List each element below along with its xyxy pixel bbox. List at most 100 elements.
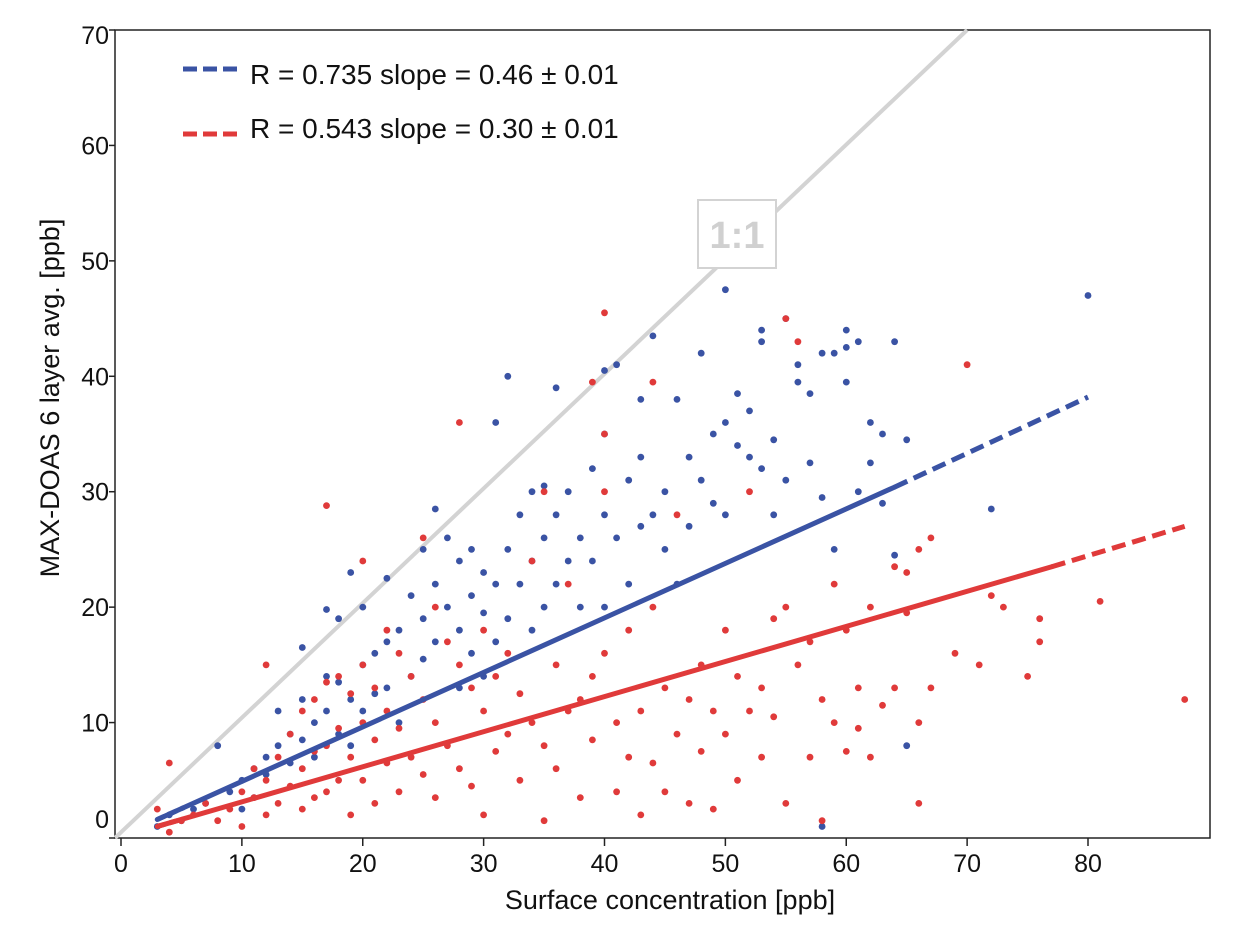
point-series-2: [480, 707, 487, 715]
point-series-1: [842, 378, 850, 386]
point-series-2: [504, 730, 512, 738]
point-series-1: [214, 742, 222, 750]
point-series-1: [298, 696, 306, 703]
point-series-2: [214, 817, 222, 825]
point-series-1: [625, 476, 633, 484]
point-series-2: [274, 800, 282, 807]
point-series-1: [1084, 292, 1092, 299]
point-series-2: [323, 788, 330, 796]
point-series-2: [782, 315, 790, 322]
point-series-2: [311, 696, 318, 703]
point-series-2: [492, 673, 500, 680]
point-series-2: [456, 765, 463, 773]
point-series-2: [564, 580, 572, 588]
point-series-2: [661, 788, 669, 796]
point-series-2: [927, 684, 935, 692]
point-series-2: [359, 776, 367, 784]
point-series-1: [516, 580, 524, 588]
point-series-1: [528, 626, 536, 634]
point-series-2: [371, 736, 379, 744]
point-series-2: [1024, 673, 1031, 680]
point-series-2: [1036, 615, 1044, 623]
point-series-1: [806, 390, 814, 397]
point-series-1: [395, 626, 403, 634]
point-series-1: [359, 603, 367, 611]
point-series-2: [262, 811, 270, 819]
point-series-1: [722, 419, 729, 426]
point-series-2: [576, 794, 584, 801]
point-series-2: [589, 736, 596, 744]
y-tick-label: 30: [81, 479, 109, 507]
point-series-1: [854, 338, 862, 346]
point-series-1: [601, 511, 608, 519]
point-series-1: [419, 546, 427, 553]
point-series-1: [468, 592, 475, 599]
point-series-1: [528, 488, 536, 496]
point-series-1: [335, 678, 342, 686]
point-series-1: [746, 453, 753, 461]
point-series-2: [649, 603, 657, 611]
point-series-2: [794, 661, 802, 669]
point-series-1: [311, 753, 318, 761]
point-series-1: [383, 684, 391, 692]
point-series-2: [782, 800, 790, 807]
y-tick-label: 40: [81, 363, 109, 391]
point-series-2: [746, 488, 753, 496]
point-series-1: [842, 326, 850, 334]
point-series-1: [347, 742, 355, 750]
point-series-1: [552, 511, 560, 519]
point-series-2: [891, 684, 898, 692]
point-series-2: [298, 707, 306, 715]
fit-line-dashed-series-1: [893, 394, 1090, 490]
point-series-1: [262, 753, 270, 761]
point-series-1: [770, 436, 778, 444]
point-series-2: [298, 805, 306, 813]
point-series-2: [347, 690, 355, 698]
point-series-1: [323, 606, 330, 613]
point-series-2: [770, 615, 778, 623]
point-series-2: [673, 511, 681, 519]
point-series-1: [758, 338, 765, 346]
point-series-1: [697, 476, 705, 484]
point-series-2: [685, 696, 693, 703]
point-series-2: [250, 765, 258, 773]
point-series-2: [347, 753, 355, 761]
point-series-1: [601, 367, 608, 374]
y-tick-label: 50: [81, 248, 109, 276]
point-series-1: [444, 603, 451, 611]
x-axis-title: Surface concentration [ppb]: [505, 885, 835, 915]
point-series-1: [818, 823, 826, 830]
point-series-2: [419, 771, 427, 778]
point-series-1: [867, 459, 874, 467]
point-series-1: [613, 361, 620, 369]
point-series-1: [504, 372, 512, 380]
point-series-1: [842, 344, 850, 351]
x-tick-label: 70: [953, 850, 981, 878]
point-series-2: [383, 626, 391, 634]
point-series-2: [673, 730, 681, 738]
point-series-2: [371, 800, 379, 807]
point-series-2: [601, 488, 608, 496]
point-series-1: [649, 332, 657, 340]
point-series-2: [540, 488, 548, 496]
x-tick-label: 20: [349, 850, 377, 878]
point-series-2: [262, 776, 270, 784]
point-series-2: [661, 684, 669, 692]
point-series-2: [722, 626, 729, 634]
point-series-1: [854, 488, 862, 496]
point-series-2: [867, 753, 874, 761]
reference-line-label-box: 1:1: [697, 199, 777, 269]
point-series-1: [879, 430, 886, 438]
point-series-2: [625, 753, 633, 761]
point-series-2: [262, 661, 270, 669]
point-series-1: [891, 551, 898, 559]
point-series-2: [601, 430, 608, 438]
point-series-2: [335, 776, 342, 784]
reference-line-label: 1:1: [710, 215, 765, 257]
y-tick-label: 10: [81, 710, 109, 738]
point-series-1: [347, 569, 355, 576]
y-tick-label: 60: [81, 132, 109, 160]
point-series-2: [323, 502, 330, 509]
point-series-1: [504, 546, 512, 553]
point-series-2: [359, 557, 367, 565]
